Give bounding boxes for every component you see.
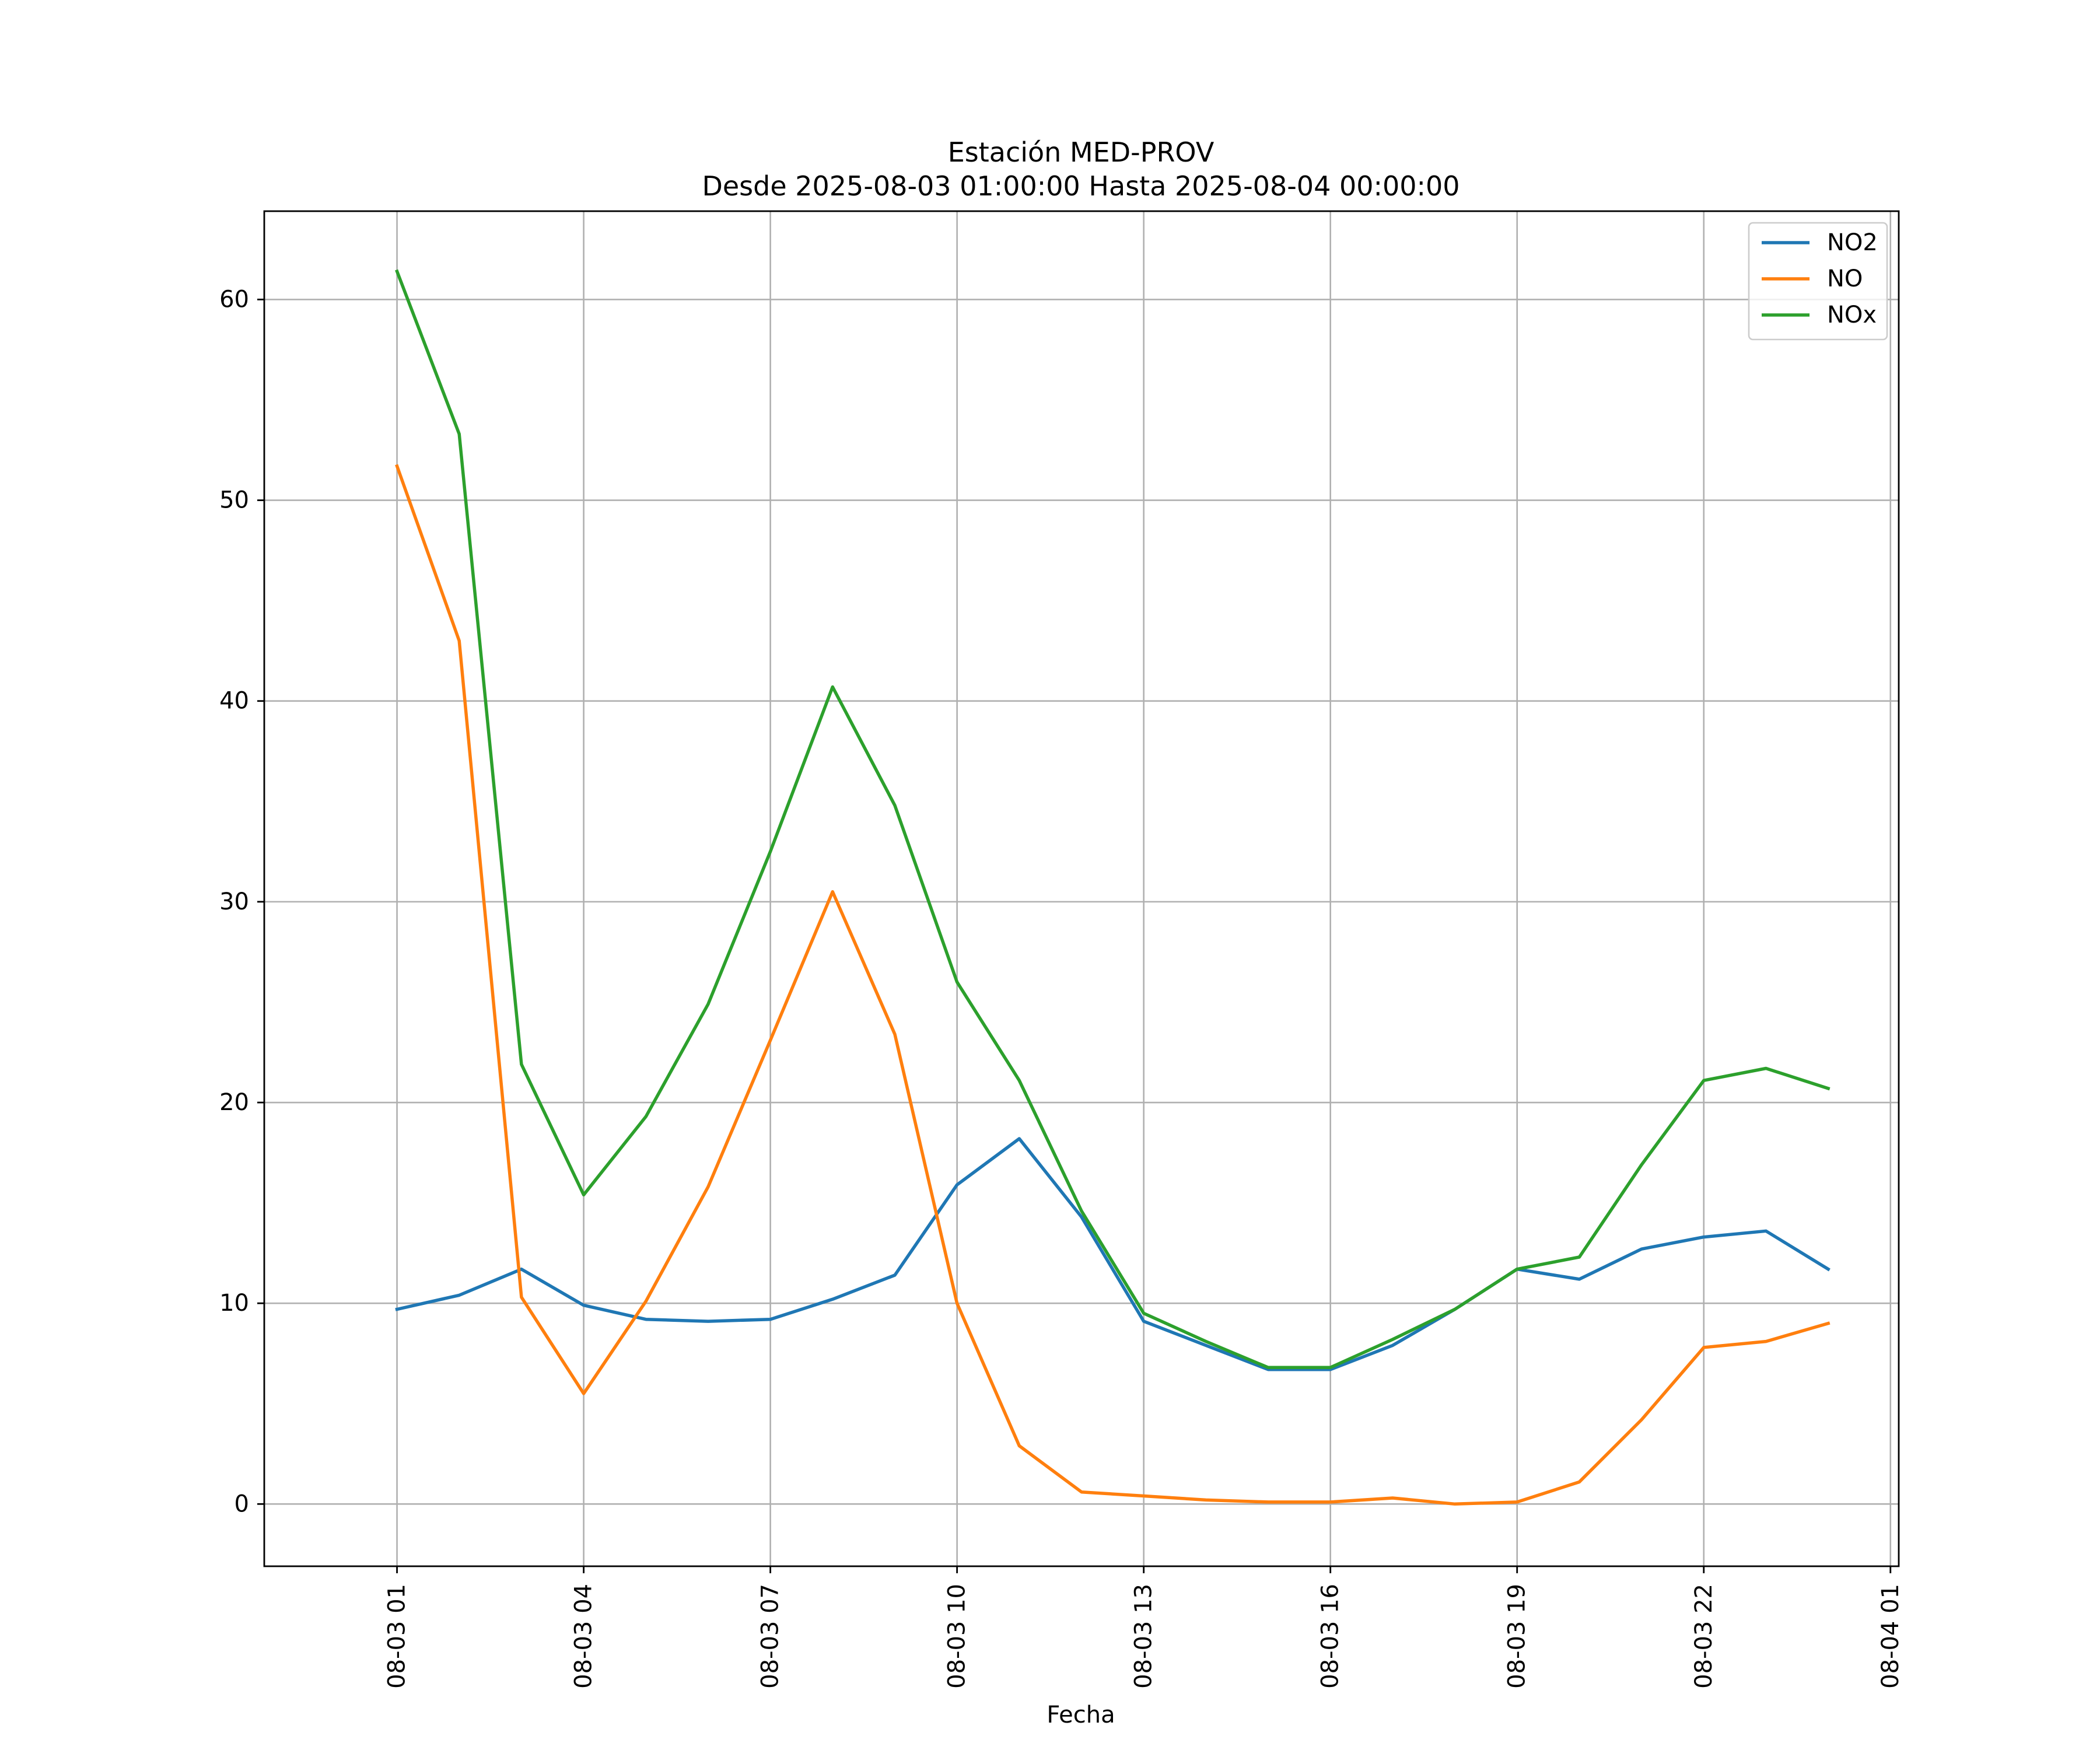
y-tick-label: 20 [219, 1089, 249, 1116]
chart-subtitle: Desde 2025-08-03 01:00:00 Hasta 2025-08-… [702, 170, 1460, 202]
legend: NO2 NO NOx [1748, 222, 1888, 341]
y-tick-label: 0 [235, 1490, 249, 1517]
x-tick-label: 08-03 07 [757, 1584, 784, 1689]
legend-label-no: NO [1827, 265, 1863, 292]
series-line-nox [395, 269, 1831, 1370]
legend-label-no2: NO2 [1827, 229, 1878, 256]
grid [264, 211, 1899, 1566]
legend-box [1748, 222, 1888, 341]
y-tick-label: 40 [219, 688, 249, 715]
x-tick-label: 08-03 04 [570, 1584, 597, 1689]
x-tick-label: 08-03 16 [1317, 1584, 1344, 1689]
x-tick-label: 08-03 13 [1130, 1584, 1157, 1689]
plot-frame [263, 210, 1900, 1567]
axes: 08-03 01 08-03 04 08-03 07 08-03 10 08-03 13… [219, 210, 1904, 1689]
series-line-no2 [395, 1137, 1831, 1371]
x-tick-label: 08-03 01 [384, 1584, 411, 1689]
chart-title: Estación MED-PROV [948, 136, 1214, 168]
y-tick-label: 60 [219, 286, 249, 313]
y-tick-label: 30 [219, 888, 249, 915]
series-lines [395, 269, 1831, 1506]
series-line-no [395, 464, 1831, 1506]
y-tick-label: 50 [219, 487, 249, 514]
y-tick-label: 10 [219, 1290, 249, 1317]
x-tick-label: 08-04 01 [1877, 1584, 1904, 1689]
legend-label-nox: NOx [1827, 302, 1877, 328]
x-tick-label: 08-03 19 [1504, 1584, 1531, 1689]
x-tick-label: 08-03 22 [1690, 1584, 1717, 1689]
x-tick-label: 08-03 10 [944, 1584, 971, 1689]
x-axis-label: Fecha [1046, 1702, 1115, 1728]
